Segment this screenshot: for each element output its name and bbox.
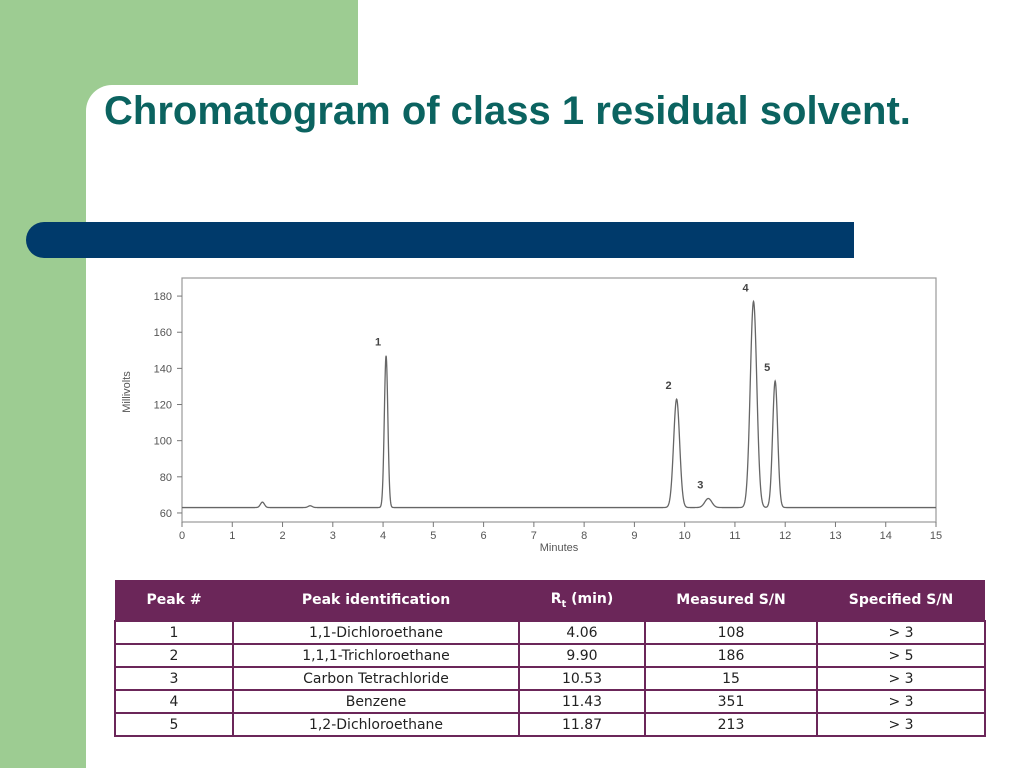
cell-measured-sn: 213 [644, 712, 818, 737]
cell-specified-sn: > 3 [816, 689, 986, 714]
x-tick-label: 2 [279, 530, 285, 542]
cell-peak-number: 5 [114, 712, 234, 737]
cell-retention-time: 11.43 [518, 689, 646, 714]
cell-retention-time: 9.90 [518, 643, 646, 668]
cell-retention-time: 4.06 [518, 620, 646, 645]
y-tick-label: 60 [160, 508, 172, 520]
x-tick-label: 5 [430, 530, 436, 542]
header-rt-main: R [550, 590, 562, 607]
header-rt-sub: t [561, 598, 567, 610]
cell-identification: 1,2-Dichloroethane [232, 712, 520, 737]
x-tick-label: 12 [779, 530, 791, 542]
cell-identification: 1,1,1-Trichloroethane [232, 643, 520, 668]
x-tick-label: 15 [930, 530, 942, 542]
table-row: 2 1,1,1-Trichloroethane 9.90 186 > 5 [114, 643, 986, 668]
plot-frame [181, 277, 937, 523]
header-specified-sn: Specified S/N [817, 580, 985, 621]
x-tick-label: 7 [531, 530, 537, 542]
table-row: 1 1,1-Dichloroethane 4.06 108 > 3 [114, 620, 986, 645]
y-tick-label: 100 [154, 436, 172, 448]
y-tick-label: 160 [154, 327, 172, 339]
header-measured-sn: Measured S/N [645, 580, 817, 621]
cell-retention-time: 11.87 [518, 712, 646, 737]
peak-label: 3 [697, 480, 703, 492]
peak-label: 4 [742, 282, 749, 294]
peak-label: 2 [666, 380, 672, 392]
x-tick-label: 10 [679, 530, 691, 542]
x-tick-label: 14 [880, 530, 892, 542]
cell-peak-number: 4 [114, 689, 234, 714]
x-axis-label: Minutes [540, 542, 579, 554]
table-row: 4 Benzene 11.43 351 > 3 [114, 689, 986, 714]
slide-title: Chromatogram of class 1 residual solvent… [104, 89, 911, 133]
x-tick-label: 8 [581, 530, 587, 542]
y-tick-label: 140 [154, 363, 172, 375]
table-header-row: Peak # Peak identification Rt (min) Meas… [115, 580, 985, 621]
table-row: 3 Carbon Tetrachloride 10.53 15 > 3 [114, 666, 986, 691]
cell-peak-number: 3 [114, 666, 234, 691]
cell-peak-number: 1 [114, 620, 234, 645]
cell-identification: 1,1-Dichloroethane [232, 620, 520, 645]
y-tick-label: 80 [160, 472, 172, 484]
cell-measured-sn: 108 [644, 620, 818, 645]
cell-identification: Carbon Tetrachloride [232, 666, 520, 691]
chromatogram-chart: 0 1 2 3 4 5 6 7 8 9 10 11 12 13 14 15608010012014016018… [121, 277, 942, 554]
y-tick-label: 120 [154, 400, 172, 412]
cell-measured-sn: 351 [644, 689, 818, 714]
cell-specified-sn: > 3 [816, 666, 986, 691]
accent-bar [26, 222, 854, 258]
header-retention-time: Rt (min) [519, 580, 645, 621]
cell-specified-sn: > 5 [816, 643, 986, 668]
x-tick-label: 11 [729, 530, 740, 542]
peak-label: 1 [375, 337, 381, 349]
peak-table: Peak # Peak identification Rt (min) Meas… [114, 580, 986, 737]
header-peak-identification: Peak identification [233, 580, 519, 621]
cell-identification: Benzene [232, 689, 520, 714]
peak-label: 5 [764, 362, 770, 374]
x-tick-label: 9 [631, 530, 637, 542]
y-axis-label: Millivolts [121, 371, 133, 413]
table-row: 5 1,2-Dichloroethane 11.87 213 > 3 [114, 712, 986, 737]
cell-specified-sn: > 3 [816, 712, 986, 737]
cell-measured-sn: 186 [644, 643, 818, 668]
x-tick-label: 1 [229, 530, 235, 542]
x-tick-label: 0 [179, 530, 185, 542]
header-rt-unit: (min) [566, 590, 614, 607]
header-peak-number: Peak # [115, 580, 233, 621]
cell-measured-sn: 15 [644, 666, 818, 691]
cell-specified-sn: > 3 [816, 620, 986, 645]
x-tick-label: 13 [829, 530, 841, 542]
y-tick-label: 180 [154, 291, 172, 303]
cell-retention-time: 10.53 [518, 666, 646, 691]
x-tick-label: 3 [330, 530, 336, 542]
x-tick-label: 6 [481, 530, 487, 542]
cell-peak-number: 2 [114, 643, 234, 668]
x-tick-label: 4 [380, 530, 386, 542]
chromatogram-trace [182, 299, 936, 509]
